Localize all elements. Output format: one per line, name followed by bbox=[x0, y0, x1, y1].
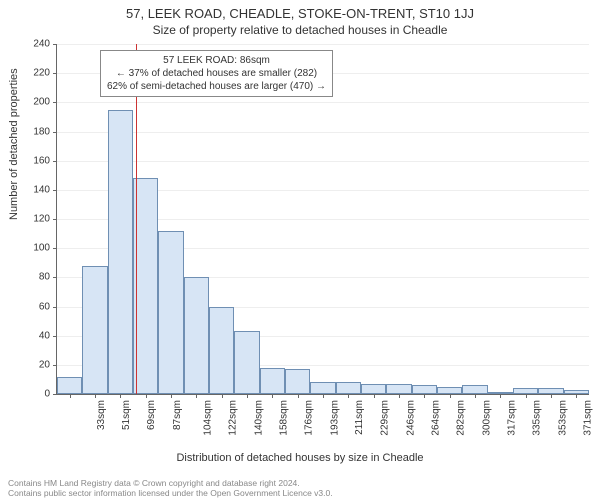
y-tick bbox=[53, 132, 57, 133]
x-tick-label: 122sqm bbox=[228, 400, 239, 436]
x-tick bbox=[272, 394, 273, 398]
x-tick bbox=[171, 394, 172, 398]
y-tick bbox=[53, 307, 57, 308]
x-tick-label: 229sqm bbox=[380, 400, 391, 436]
histogram-bar bbox=[209, 307, 234, 395]
histogram-bar bbox=[361, 384, 386, 394]
y-tick-label: 120 bbox=[0, 214, 50, 225]
y-tick-label: 140 bbox=[0, 184, 50, 195]
y-tick bbox=[53, 336, 57, 337]
y-tick-label: 240 bbox=[0, 39, 50, 50]
x-tick-label: 140sqm bbox=[253, 400, 264, 436]
y-tick-label: 60 bbox=[0, 301, 50, 312]
x-tick-label: 104sqm bbox=[203, 400, 214, 436]
x-tick bbox=[196, 394, 197, 398]
y-tick-label: 80 bbox=[0, 272, 50, 283]
x-tick-label: 33sqm bbox=[96, 400, 107, 430]
x-tick-label: 87sqm bbox=[172, 400, 183, 430]
footer-line-1: Contains HM Land Registry data © Crown c… bbox=[8, 478, 592, 488]
histogram-bar bbox=[184, 277, 209, 394]
x-tick bbox=[551, 394, 552, 398]
y-tick-label: 160 bbox=[0, 155, 50, 166]
x-tick-label: 211sqm bbox=[354, 400, 365, 435]
x-tick bbox=[399, 394, 400, 398]
annotation-box: 57 LEEK ROAD: 86sqm← 37% of detached hou… bbox=[100, 50, 333, 97]
histogram-bar bbox=[386, 384, 411, 394]
x-tick-label: 317sqm bbox=[507, 400, 518, 436]
x-tick-label: 264sqm bbox=[431, 400, 442, 436]
gridline bbox=[57, 102, 589, 103]
x-tick-label: 246sqm bbox=[405, 400, 416, 436]
annotation-line: 57 LEEK ROAD: 86sqm bbox=[107, 54, 326, 67]
annotation-line: ← 37% of detached houses are smaller (28… bbox=[107, 67, 326, 80]
y-tick bbox=[53, 394, 57, 395]
y-tick bbox=[53, 161, 57, 162]
histogram-bar bbox=[108, 110, 133, 394]
histogram-bar bbox=[57, 377, 82, 395]
gridline bbox=[57, 161, 589, 162]
y-tick bbox=[53, 73, 57, 74]
histogram-bar bbox=[310, 382, 335, 394]
page-title: 57, LEEK ROAD, CHEADLE, STOKE-ON-TRENT, … bbox=[0, 0, 600, 21]
x-tick bbox=[424, 394, 425, 398]
histogram-bar bbox=[462, 385, 487, 394]
y-tick bbox=[53, 44, 57, 45]
histogram-bar bbox=[234, 331, 259, 394]
y-tick-label: 200 bbox=[0, 97, 50, 108]
y-tick bbox=[53, 277, 57, 278]
x-tick-label: 51sqm bbox=[121, 400, 132, 430]
footer-line-2: Contains public sector information licen… bbox=[8, 488, 592, 498]
y-tick bbox=[53, 219, 57, 220]
x-tick-label: 353sqm bbox=[557, 400, 568, 436]
x-tick-label: 158sqm bbox=[279, 400, 290, 436]
x-tick bbox=[146, 394, 147, 398]
x-tick bbox=[323, 394, 324, 398]
x-tick bbox=[298, 394, 299, 398]
footer-attribution: Contains HM Land Registry data © Crown c… bbox=[8, 478, 592, 498]
y-tick bbox=[53, 190, 57, 191]
y-tick-label: 220 bbox=[0, 68, 50, 79]
x-tick bbox=[120, 394, 121, 398]
histogram-bar bbox=[412, 385, 437, 394]
x-tick bbox=[500, 394, 501, 398]
y-tick bbox=[53, 365, 57, 366]
x-tick-label: 282sqm bbox=[456, 400, 467, 436]
histogram-bar bbox=[437, 387, 462, 394]
histogram-bar bbox=[336, 382, 361, 394]
y-axis-label: Number of detached properties bbox=[8, 68, 20, 220]
x-tick bbox=[475, 394, 476, 398]
gridline bbox=[57, 132, 589, 133]
x-axis-label: Distribution of detached houses by size … bbox=[0, 452, 600, 464]
x-tick bbox=[348, 394, 349, 398]
y-tick bbox=[53, 248, 57, 249]
y-tick-label: 20 bbox=[0, 359, 50, 370]
y-tick bbox=[53, 102, 57, 103]
histogram-bar bbox=[260, 368, 285, 394]
histogram-bar bbox=[285, 369, 310, 394]
x-tick bbox=[222, 394, 223, 398]
page-subtitle: Size of property relative to detached ho… bbox=[0, 21, 600, 41]
histogram-bar bbox=[133, 178, 158, 394]
y-tick-label: 100 bbox=[0, 243, 50, 254]
x-tick-label: 300sqm bbox=[481, 400, 492, 436]
x-tick bbox=[95, 394, 96, 398]
histogram-bar bbox=[158, 231, 183, 394]
gridline bbox=[57, 44, 589, 45]
x-tick-label: 335sqm bbox=[532, 400, 543, 436]
histogram-bar bbox=[82, 266, 107, 394]
x-tick bbox=[247, 394, 248, 398]
x-tick-label: 371sqm bbox=[583, 400, 594, 436]
x-tick-label: 69sqm bbox=[146, 400, 157, 430]
x-tick bbox=[526, 394, 527, 398]
x-tick-label: 176sqm bbox=[304, 400, 315, 436]
x-tick bbox=[576, 394, 577, 398]
x-tick bbox=[374, 394, 375, 398]
y-tick-label: 0 bbox=[0, 389, 50, 400]
y-tick-label: 180 bbox=[0, 126, 50, 137]
annotation-line: 62% of semi-detached houses are larger (… bbox=[107, 80, 326, 93]
y-tick-label: 40 bbox=[0, 330, 50, 341]
x-tick bbox=[450, 394, 451, 398]
x-tick bbox=[70, 394, 71, 398]
x-tick-label: 193sqm bbox=[329, 400, 340, 436]
